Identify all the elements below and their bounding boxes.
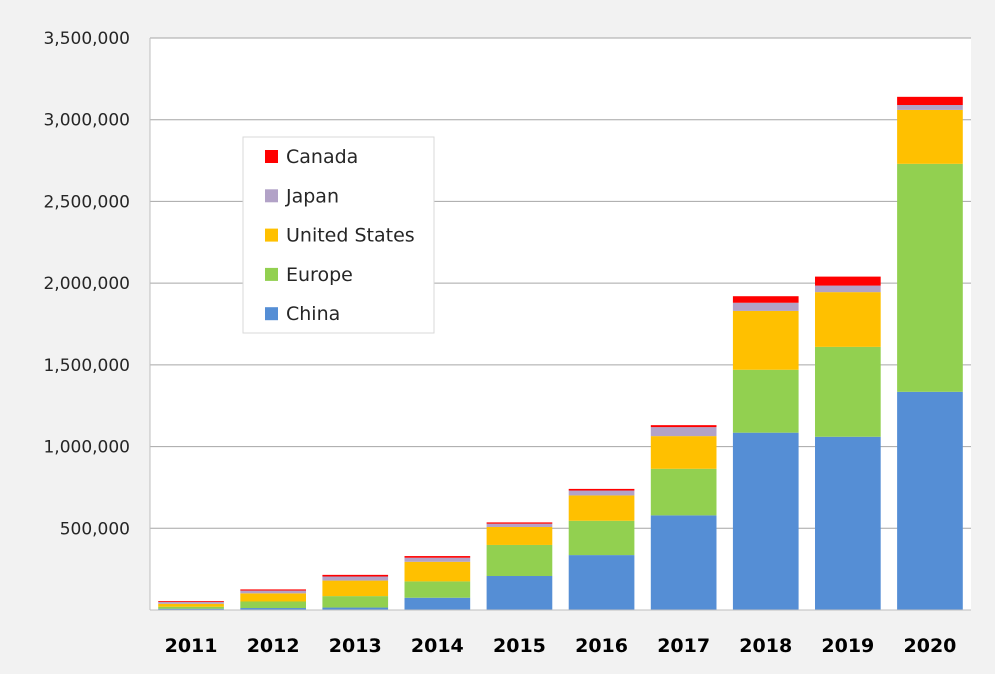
bar-china-2013 <box>322 607 389 610</box>
bar-china-2019 <box>815 436 881 610</box>
bar-china-2018 <box>732 432 799 610</box>
bar-canada-2012 <box>240 589 306 591</box>
y-tick-label: 3,500,000 <box>43 29 130 49</box>
x-tick-label: 2013 <box>329 635 382 657</box>
legend-swatch-china <box>265 307 278 321</box>
bar-japan-2018 <box>732 302 799 311</box>
legend: Canada Japan United States Europe China <box>242 136 435 334</box>
legend-swatch-united-states <box>265 228 278 242</box>
bar-united-states-2012 <box>240 593 306 602</box>
bar-europe-2014 <box>404 581 471 598</box>
x-tick-label: 2011 <box>165 635 218 657</box>
bar-japan-2011 <box>158 601 224 604</box>
x-tick-label: 2019 <box>821 635 874 657</box>
bar-united-states-2014 <box>404 561 471 582</box>
legend-swatch-canada <box>265 150 278 163</box>
bar-europe-2012 <box>240 601 306 609</box>
bar-china-2012 <box>240 608 306 610</box>
legend-label-canada: Canada <box>286 146 358 168</box>
x-tick-label: 2020 <box>904 635 957 657</box>
bar-europe-2015 <box>486 544 553 577</box>
y-tick-label: 1,000,000 <box>43 438 130 458</box>
bar-europe-2011 <box>158 606 224 609</box>
bar-united-states-2018 <box>732 310 799 370</box>
bar-europe-2017 <box>650 468 717 516</box>
bar-china-2015 <box>486 576 553 610</box>
bar-japan-2019 <box>815 285 881 293</box>
bar-china-2017 <box>650 515 717 610</box>
y-tick-label: 2,000,000 <box>43 274 130 294</box>
bar-canada-2017 <box>650 425 717 428</box>
bar-united-states-2017 <box>650 436 717 469</box>
y-tick-label: 3,000,000 <box>43 111 130 131</box>
bar-united-states-2019 <box>815 292 881 347</box>
bar-japan-2016 <box>568 490 635 496</box>
bar-japan-2020 <box>897 105 963 110</box>
bar-canada-2014 <box>404 556 471 558</box>
bar-china-2014 <box>404 597 471 610</box>
bar-canada-2019 <box>815 276 881 286</box>
bars-group <box>158 96 963 610</box>
legend-label-japan: Japan <box>285 185 339 207</box>
bar-japan-2014 <box>404 557 471 562</box>
bar-united-states-2013 <box>322 580 389 597</box>
x-tick-label: 2017 <box>657 635 710 657</box>
bar-europe-2020 <box>897 163 963 392</box>
bar-europe-2019 <box>815 346 881 437</box>
bar-canada-2018 <box>732 296 799 303</box>
y-tick-label: 1,500,000 <box>43 356 130 376</box>
bar-japan-2015 <box>486 523 553 527</box>
bar-united-states-2015 <box>486 526 553 545</box>
bar-canada-2015 <box>486 522 553 524</box>
legend-swatch-japan <box>265 189 278 203</box>
bar-canada-2020 <box>897 96 963 106</box>
bar-china-2020 <box>897 391 963 610</box>
bar-japan-2013 <box>322 576 389 581</box>
bar-china-2016 <box>568 555 635 610</box>
legend-label-china: China <box>286 303 340 325</box>
bar-europe-2016 <box>568 520 635 556</box>
x-axis-ticks: 2011 2012 2013 2014 2015 2016 2017 2018 2019 2020 <box>165 635 957 657</box>
bar-united-states-2016 <box>568 495 635 521</box>
bar-canada-2011 <box>158 601 224 602</box>
y-axis-ticks: 500,000 1,000,000 1,500,000 2,000,000 2,500,… <box>43 29 130 539</box>
y-tick-label: 2,500,000 <box>43 192 130 212</box>
x-tick-label: 2018 <box>739 635 792 657</box>
bar-europe-2018 <box>732 369 799 433</box>
legend-label-europe: Europe <box>286 264 353 286</box>
x-tick-label: 2012 <box>247 635 300 657</box>
y-tick-label: 500,000 <box>60 519 130 539</box>
bar-canada-2016 <box>568 488 635 491</box>
bar-united-states-2011 <box>158 603 224 607</box>
bar-japan-2017 <box>650 427 717 437</box>
legend-swatch-europe <box>265 267 278 281</box>
x-tick-label: 2016 <box>575 635 628 657</box>
x-tick-label: 2014 <box>411 635 464 657</box>
bar-china-2011 <box>158 608 224 610</box>
bar-japan-2012 <box>240 590 306 594</box>
bar-canada-2013 <box>322 574 389 577</box>
legend-label-united-states: United States <box>286 225 415 247</box>
bar-europe-2013 <box>322 596 389 608</box>
bar-united-states-2020 <box>897 109 963 164</box>
x-tick-label: 2015 <box>493 635 546 657</box>
